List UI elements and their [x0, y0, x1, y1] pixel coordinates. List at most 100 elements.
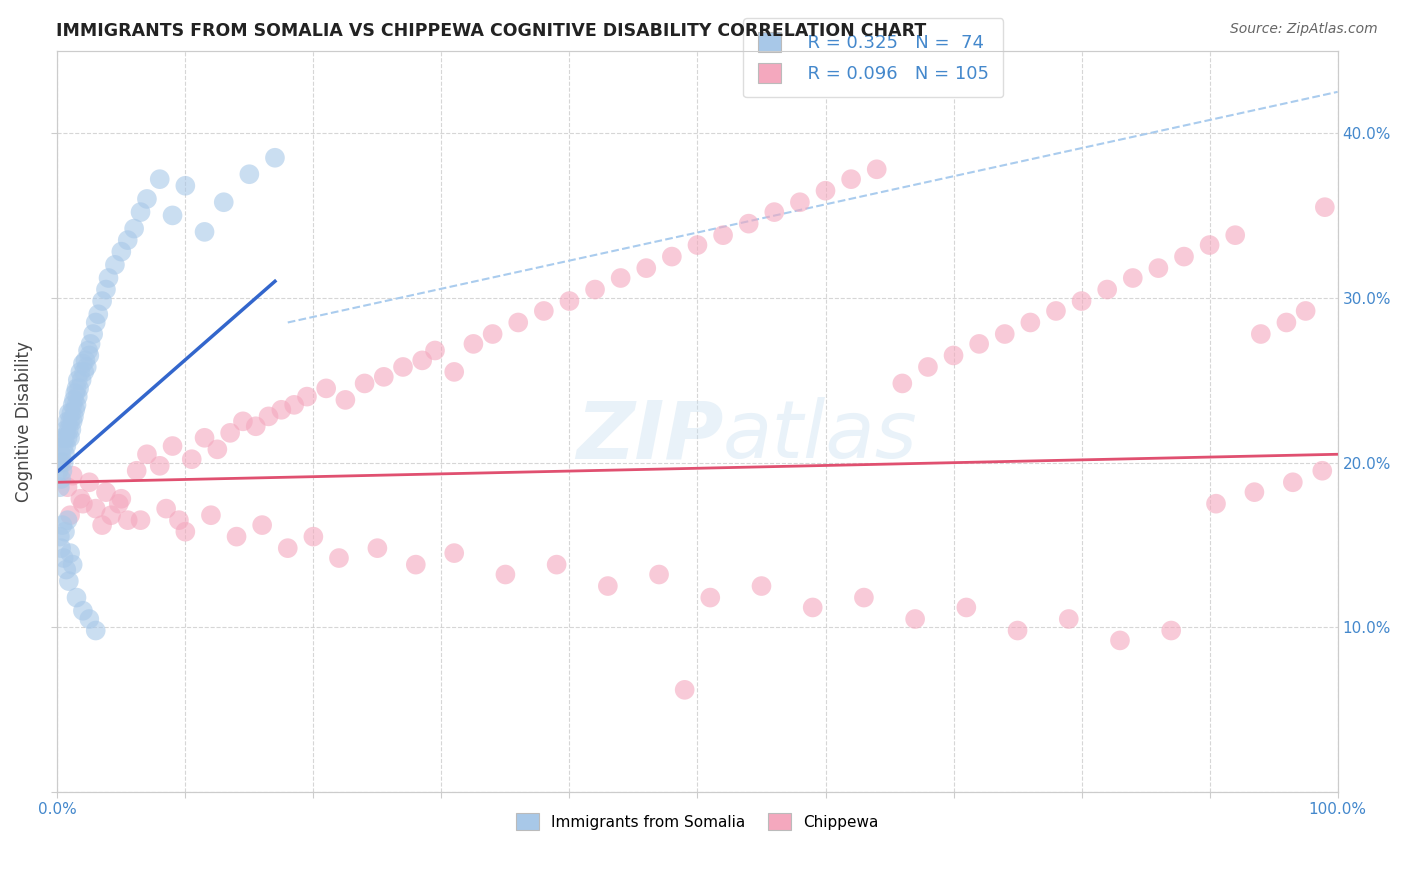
- Point: [245, 419, 267, 434]
- Text: atlas: atlas: [723, 397, 918, 475]
- Point: [65, 402, 87, 417]
- Point: [373, 369, 395, 384]
- Point: [789, 195, 811, 210]
- Point: [174, 178, 197, 193]
- Point: [1057, 612, 1080, 626]
- Point: [97, 271, 120, 285]
- Point: [405, 558, 427, 572]
- Point: [508, 316, 530, 330]
- Point: [636, 261, 658, 276]
- Point: [72, 497, 94, 511]
- Point: [225, 530, 247, 544]
- Point: [328, 551, 350, 566]
- Point: [174, 524, 197, 539]
- Point: [75, 353, 97, 368]
- Point: [84, 624, 107, 638]
- Point: [110, 491, 132, 506]
- Text: ZIP: ZIP: [575, 397, 723, 475]
- Point: [58, 423, 80, 437]
- Point: [839, 172, 862, 186]
- Point: [533, 304, 555, 318]
- Point: [1250, 326, 1272, 341]
- Point: [84, 501, 107, 516]
- Point: [277, 541, 299, 556]
- Point: [180, 452, 202, 467]
- Point: [65, 381, 87, 395]
- Point: [72, 357, 94, 371]
- Point: [56, 414, 79, 428]
- Point: [443, 365, 465, 379]
- Point: [48, 464, 70, 478]
- Point: [673, 682, 696, 697]
- Point: [1019, 316, 1042, 330]
- Point: [62, 414, 84, 428]
- Point: [79, 475, 101, 490]
- Point: [53, 431, 76, 445]
- Point: [238, 167, 260, 181]
- Point: [353, 376, 375, 391]
- Point: [955, 600, 977, 615]
- Point: [904, 612, 927, 626]
- Point: [1109, 633, 1132, 648]
- Point: [315, 381, 337, 395]
- Point: [63, 409, 86, 424]
- Point: [59, 546, 82, 560]
- Point: [49, 456, 72, 470]
- Point: [49, 530, 72, 544]
- Point: [65, 386, 87, 401]
- Point: [87, 307, 110, 321]
- Point: [59, 414, 82, 428]
- Point: [1147, 261, 1170, 276]
- Point: [423, 343, 446, 358]
- Point: [1295, 304, 1317, 318]
- Point: [967, 337, 990, 351]
- Text: IMMIGRANTS FROM SOMALIA VS CHIPPEWA COGNITIVE DISABILITY CORRELATION CHART: IMMIGRANTS FROM SOMALIA VS CHIPPEWA COGN…: [56, 22, 927, 40]
- Point: [58, 406, 80, 420]
- Point: [596, 579, 619, 593]
- Point: [104, 258, 127, 272]
- Point: [1160, 624, 1182, 638]
- Point: [117, 513, 139, 527]
- Point: [91, 294, 114, 309]
- Point: [136, 192, 159, 206]
- Point: [51, 431, 73, 445]
- Point: [302, 530, 325, 544]
- Point: [257, 409, 280, 424]
- Point: [56, 480, 79, 494]
- Point: [52, 439, 75, 453]
- Point: [801, 600, 824, 615]
- Text: Source: ZipAtlas.com: Source: ZipAtlas.com: [1230, 22, 1378, 37]
- Point: [942, 348, 965, 362]
- Point: [129, 205, 152, 219]
- Point: [51, 464, 73, 478]
- Point: [917, 359, 939, 374]
- Point: [443, 546, 465, 560]
- Point: [270, 402, 292, 417]
- Point: [72, 604, 94, 618]
- Point: [58, 574, 80, 588]
- Point: [129, 513, 152, 527]
- Point: [763, 205, 786, 219]
- Point: [79, 337, 101, 351]
- Point: [62, 468, 84, 483]
- Point: [100, 508, 122, 523]
- Point: [149, 172, 172, 186]
- Point: [1095, 283, 1118, 297]
- Point: [55, 563, 77, 577]
- Point: [1225, 228, 1247, 243]
- Point: [1045, 304, 1067, 318]
- Point: [814, 184, 837, 198]
- Point: [66, 390, 89, 404]
- Point: [167, 513, 190, 527]
- Point: [49, 541, 72, 556]
- Point: [751, 579, 773, 593]
- Point: [686, 238, 709, 252]
- Point: [62, 398, 84, 412]
- Point: [212, 195, 235, 210]
- Point: [283, 398, 305, 412]
- Point: [558, 294, 581, 309]
- Point: [1205, 497, 1227, 511]
- Point: [49, 472, 72, 486]
- Point: [53, 447, 76, 461]
- Point: [73, 365, 96, 379]
